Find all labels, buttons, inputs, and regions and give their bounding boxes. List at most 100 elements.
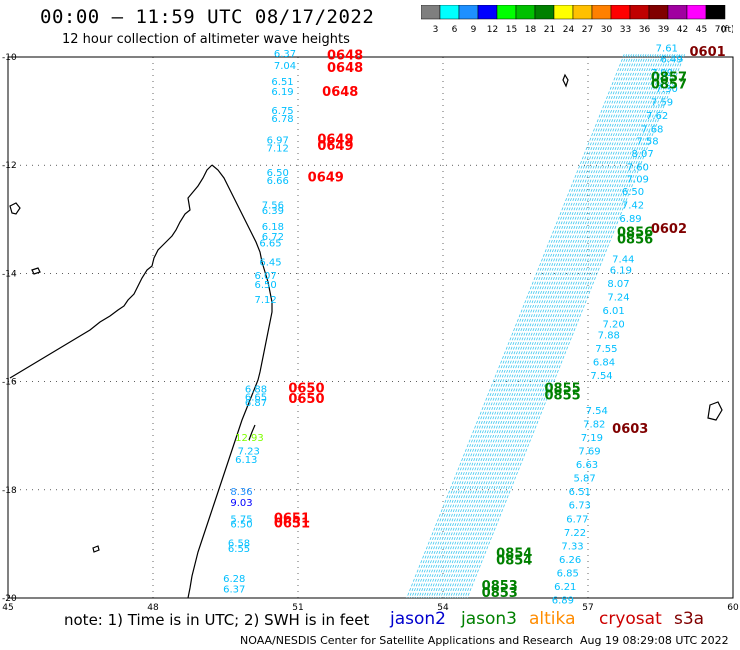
wave-height-label: 7.19 [581,433,603,444]
wave-height-label: 7.30 [656,84,678,95]
wave-height-label: 6.49 [661,54,683,65]
wave-height-label: 7.09 [651,68,673,79]
wave-height-label: 7.58 [636,137,658,148]
wave-height-label: 7.56 [262,200,284,211]
pass-time-label: 0649 [317,133,353,148]
pass-time-label: 0854 [496,553,532,568]
wave-height-label: 8.07 [607,279,629,290]
lon-tick-label: 45 [2,603,13,610]
track-line [452,54,671,599]
lat-tick-label: -10 [2,53,17,63]
colorbar-tick: 18 [525,25,537,35]
grid-lines [7,56,734,599]
pass-time-label: 0856 [617,233,653,248]
legend-jason3: jason3 [461,609,517,629]
wave-height-label: 6.18 [262,222,284,233]
track-line [442,54,661,599]
track-line [457,54,676,599]
pass-time-label: 0601 [690,45,726,60]
legend-jason2: jason2 [390,609,446,629]
pass-time-label: 0650 [288,381,324,396]
track-line [413,54,632,599]
wave-height-label: 7.44 [612,255,634,266]
legend-cryosat: cryosat [599,609,662,629]
legend-s3a: s3a [674,609,705,629]
pass-time-label: 0651 [274,511,310,526]
lon-tick-label: 57 [582,603,593,610]
wave-height-label: 7.24 [607,292,629,303]
satellite-tracks [406,54,686,599]
wave-height-label: 7.12 [255,295,277,306]
wave-height-label: 6.85 [557,568,579,579]
wave-height-label: 6.73 [569,501,591,512]
colorbar-tick: 12 [487,25,498,35]
wave-height-label: 6.78 [271,114,293,125]
track-line [445,54,664,599]
colorbar-tick: 27 [582,25,593,35]
lat-tick-label: -16 [2,378,17,388]
colorbar-unit: (ft) [721,25,733,35]
wave-height-label: 6.26 [559,555,581,566]
pass-time-label: 0602 [651,222,687,237]
pass-time-label: 0857 [651,77,687,92]
colorbar-tick: 36 [639,25,651,35]
track-line [466,54,686,599]
wave-height-label: 6.84 [593,357,615,368]
lon-tick-label: 54 [437,603,449,610]
wave-height-label: 5.75 [230,514,252,525]
track-line [411,54,630,599]
wave-height-label: 7.12 [267,144,289,155]
pass-time-label: 0648 [322,85,358,100]
colorbar-tick: 6 [452,25,458,35]
wave-height-label: 7.69 [578,447,600,458]
track-line [423,54,642,599]
wave-height-label: 6.58 [228,539,250,550]
track-line [406,54,625,599]
wave-height-label: 6.63 [576,460,598,471]
pass-time-label: 0855 [545,388,581,403]
wave-height-label: 6.01 [603,306,625,317]
wave-height-label: 7.62 [646,111,668,122]
wave-height-label: 7.42 [622,200,644,211]
colorbar-tick: 9 [471,25,477,35]
page-subtitle: 12 hour collection of altimeter wave hei… [62,32,350,47]
wave-height-label: 5.87 [574,474,596,485]
wave-height-label: 6.50 [622,187,644,198]
wave-height-label: 7.22 [564,528,586,539]
page-title: 00:00 – 11:59 UTC 08/17/2022 [40,6,375,28]
colorbar-tick: 33 [620,25,631,35]
wave-height-label: 6.77 [566,514,588,525]
wave-height-label: 6.75 [271,106,293,117]
lat-tick-label: -18 [2,486,17,496]
lon-tick-label: 51 [292,603,303,610]
wave-height-label: 6.39 [262,206,284,217]
credit-text: NOAA/NESDIS Center for Satellite Applica… [240,634,574,647]
lon-tick-label: 60 [727,603,739,610]
wave-height-label: 6.19 [610,265,632,276]
track-line [459,54,678,599]
track-line [447,54,666,599]
wave-height-label: 6.66 [267,176,289,187]
pass-time-label: 0648 [327,49,363,64]
wave-height-label: 7.59 [651,98,673,109]
track-line [430,54,649,599]
pass-time-label: 0649 [317,139,353,154]
lon-tick-label: 48 [147,603,159,610]
wave-height-label: 6.65 [245,393,267,404]
wave-height-label: 7.09 [627,175,649,186]
wave-height-label: 6.89 [619,214,641,225]
wave-height-label: 6.87 [245,398,267,409]
track-line [454,54,673,599]
track-line [435,54,654,599]
track-line [464,54,683,599]
track-line [420,54,640,599]
pass-time-label: 0857 [651,70,687,85]
wave-height-map: 6.377.046.516.196.756.786.977.126.506.66… [2,44,739,610]
colorbar-tick: 24 [563,25,575,35]
track-line [440,54,659,599]
colorbar-tick: 70 [715,25,727,35]
wave-height-label: 6.45 [259,257,281,268]
wave-height-label: 6.89 [552,595,574,606]
wave-height-label: 7.33 [561,541,583,552]
